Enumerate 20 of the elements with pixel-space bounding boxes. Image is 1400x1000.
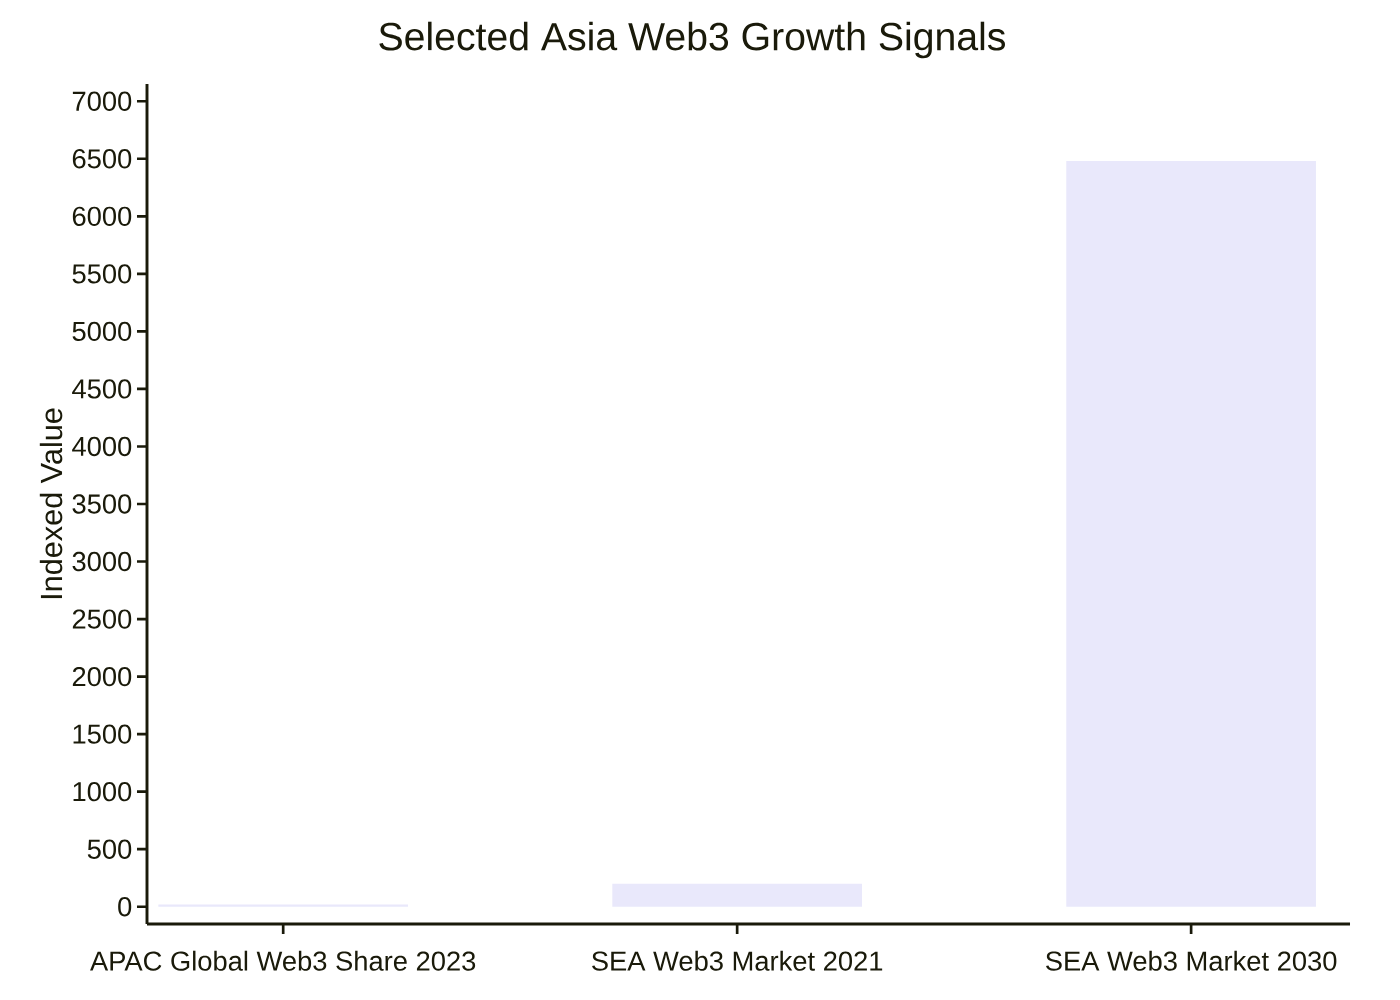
y-tick-label: 4000 xyxy=(72,436,132,457)
y-tick-label: 7000 xyxy=(72,91,132,111)
x-tick-label: APAC Global Web3 Share 2023 xyxy=(90,950,476,971)
y-tick-label: 5500 xyxy=(72,264,132,284)
y-tick-label: 3000 xyxy=(72,551,132,572)
y-tick-label: 1000 xyxy=(73,781,132,802)
y-tick-label: 2500 xyxy=(72,609,132,629)
y-axis-title: Indexed Value xyxy=(39,408,63,599)
y-tick-label: 2000 xyxy=(72,666,132,687)
chart-title: Selected Asia Web3 Growth Signals xyxy=(379,21,1005,59)
y-tick-label: 3500 xyxy=(72,494,132,514)
x-tick-label: SEA Web3 Market 2030 xyxy=(1045,950,1337,971)
y-tick-label: 5000 xyxy=(72,321,132,342)
y-tick-label: 500 xyxy=(87,839,132,859)
y-tick-label: 6000 xyxy=(72,206,132,227)
y-tick-label: 1500 xyxy=(73,724,132,744)
y-tick-label: 6500 xyxy=(72,149,132,169)
y-tick-label: 4500 xyxy=(72,379,132,399)
x-tick-label: SEA Web3 Market 2021 xyxy=(592,950,883,971)
y-tick-label: 0 xyxy=(118,897,132,917)
